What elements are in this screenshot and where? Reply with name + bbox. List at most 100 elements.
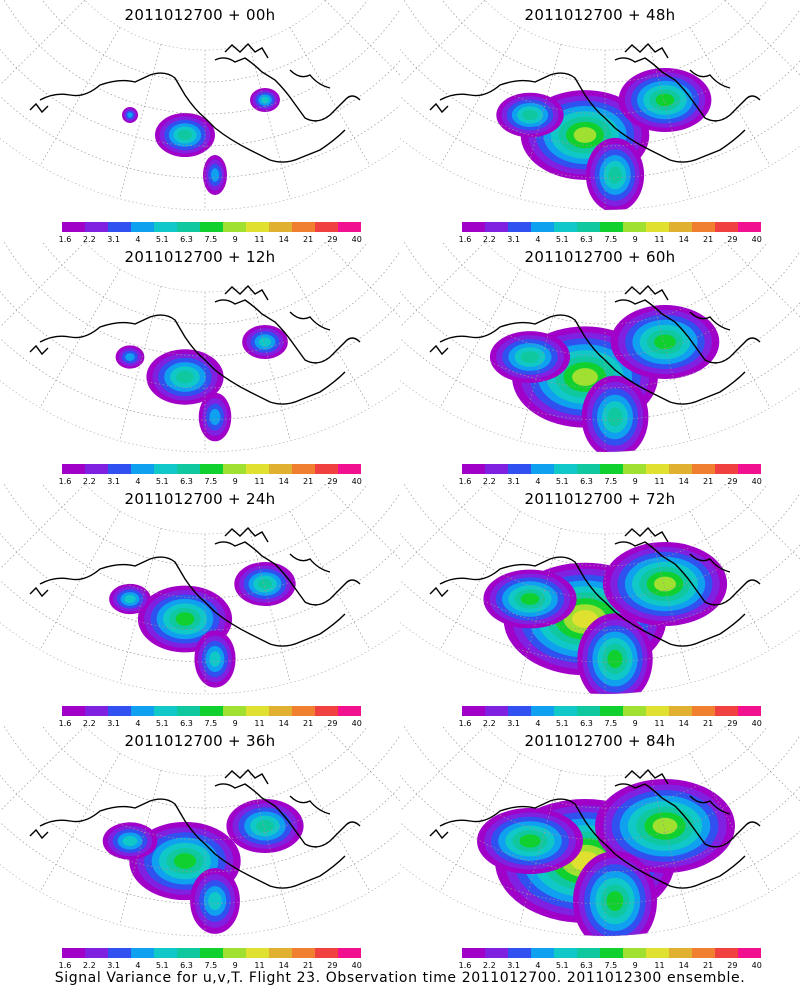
colorbar-tick-label: 4 [135, 477, 141, 486]
variance-contour [520, 351, 540, 363]
colorbar-swatch [623, 948, 646, 958]
colorbar-tick-label: 4 [535, 961, 541, 970]
variance-map [400, 242, 800, 453]
colorbar-swatch [738, 706, 761, 716]
colorbar-tick-label: 29 [327, 235, 338, 244]
colorbar-swatch [485, 706, 508, 716]
colorbar-tick-label: 29 [727, 477, 738, 486]
colorbar-swatch [508, 948, 531, 958]
colorbar-swatch [131, 222, 154, 232]
colorbar-swatch [531, 222, 554, 232]
colorbar-swatch [715, 706, 738, 716]
colorbar-tick-label: 3.1 [507, 961, 520, 970]
colorbar-swatch [669, 948, 692, 958]
colorbar-tick-label: 3.1 [107, 961, 120, 970]
colorbar-tick-label: 4 [135, 719, 141, 728]
colorbar-swatch [85, 222, 108, 232]
colorbar-tick-label: 6.3 [580, 477, 593, 486]
colorbar-tick-label: 1.6 [458, 235, 472, 244]
colorbar-swatch [292, 222, 315, 232]
variance-contour [211, 168, 219, 182]
colorbar-tick-label: 1.6 [58, 961, 72, 970]
panel-title: 2011012700 + 60h [524, 248, 676, 266]
colorbar-tick-label: 7.5 [204, 477, 218, 486]
colorbar-swatch [246, 706, 269, 716]
variance-contour [607, 407, 623, 427]
colorbar-tick-label: 11 [654, 961, 665, 970]
forecast-panel: 2011012700 + 72h 1.6 2.2 3.1 4 5.1 6.3 7.5 9 11 14… [400, 484, 800, 728]
colorbar-tick-label: 21 [702, 719, 714, 728]
colorbar-tick-label: 5.1 [155, 961, 169, 970]
colorbar [462, 706, 761, 716]
colorbar-swatch [738, 222, 761, 232]
variance-contour [260, 96, 270, 104]
colorbar-swatch [646, 706, 669, 716]
colorbar-swatch [623, 222, 646, 232]
colorbar-swatch [338, 222, 361, 232]
colorbar-tick-label: 7.5 [204, 961, 218, 970]
colorbar-tick-label: 1.6 [458, 961, 472, 970]
variance-map [0, 726, 400, 937]
colorbar-swatch [62, 706, 85, 716]
variance-contour [175, 612, 195, 626]
colorbar-tick-label: 6.3 [180, 961, 193, 970]
panel-title: 2011012700 + 36h [124, 732, 276, 750]
colorbar-ticks: 1.6 2.2 3.1 4 5.1 6.3 7.5 9 11 14 21 29 40 [55, 477, 375, 487]
colorbar-swatch [315, 948, 338, 958]
colorbar-swatch [223, 706, 246, 716]
colorbar-tick-label: 11 [254, 961, 265, 970]
colorbar-swatch [485, 464, 508, 474]
colorbar-tick-label: 21 [302, 961, 314, 970]
colorbar [462, 222, 761, 232]
variance-contour [573, 127, 597, 143]
colorbar-tick-label: 40 [351, 961, 362, 970]
colorbar-tick-label: 2.2 [482, 719, 496, 728]
colorbar-tick-label: 6.3 [180, 477, 193, 486]
colorbar-tick-label: 5.1 [555, 235, 569, 244]
colorbar-tick-label: 4 [535, 719, 541, 728]
colorbar-tick-label: 3.1 [107, 235, 120, 244]
colorbar-tick-label: 4 [135, 961, 141, 970]
colorbar-tick-label: 21 [702, 961, 714, 970]
forecast-panel: 2011012700 + 00h 1.6 2.2 3.1 4 5.1 6.3 7.5 9 11 14… [0, 0, 400, 244]
forecast-panel: 2011012700 + 24h 1.6 2.2 3.1 4 5.1 6.3 7.5 9 11 14… [0, 484, 400, 728]
colorbar-tick-label: 40 [351, 235, 362, 244]
colorbar-tick-label: 6.3 [580, 719, 593, 728]
colorbar-swatch [292, 464, 315, 474]
colorbar-tick-label: 9 [632, 235, 638, 244]
colorbar-tick-label: 14 [278, 719, 289, 728]
colorbar-swatch [462, 948, 485, 958]
colorbar-tick-label: 11 [654, 719, 665, 728]
colorbar-swatch [154, 222, 177, 232]
colorbar-tick-label: 3.1 [507, 719, 520, 728]
colorbar-swatch [738, 948, 761, 958]
colorbar-swatch [131, 948, 154, 958]
colorbar-swatch [85, 464, 108, 474]
colorbar-tick-label: 7.5 [204, 235, 218, 244]
colorbar-tick-label: 2.2 [82, 961, 96, 970]
colorbar-swatch [600, 948, 623, 958]
colorbar-swatch [200, 706, 223, 716]
colorbar-tick-label: 2.2 [82, 477, 96, 486]
colorbar-ticks: 1.6 2.2 3.1 4 5.1 6.3 7.5 9 11 14 21 29 40 [455, 961, 775, 971]
variance-map [0, 484, 400, 695]
colorbar-swatch [669, 706, 692, 716]
colorbar-swatch [577, 706, 600, 716]
colorbar-tick-label: 1.6 [58, 235, 72, 244]
colorbar-ticks: 1.6 2.2 3.1 4 5.1 6.3 7.5 9 11 14 21 29 40 [55, 235, 375, 245]
colorbar-tick-label: 7.5 [604, 477, 618, 486]
colorbar-swatch [462, 222, 485, 232]
colorbar-swatch [108, 222, 131, 232]
colorbar-swatch [62, 464, 85, 474]
colorbar-tick-label: 11 [654, 477, 665, 486]
colorbar-tick-label: 1.6 [458, 719, 472, 728]
colorbar-tick-label: 5.1 [155, 477, 169, 486]
variance-map [0, 0, 400, 211]
colorbar [462, 464, 761, 474]
variance-contour [173, 853, 197, 869]
colorbar-tick-label: 29 [727, 961, 738, 970]
colorbar-swatch [223, 222, 246, 232]
colorbar-tick-label: 14 [678, 961, 689, 970]
colorbar-ticks: 1.6 2.2 3.1 4 5.1 6.3 7.5 9 11 14 21 29 40 [455, 719, 775, 729]
figure-caption: Signal Variance for u,v,T. Flight 23. Ob… [54, 970, 746, 986]
